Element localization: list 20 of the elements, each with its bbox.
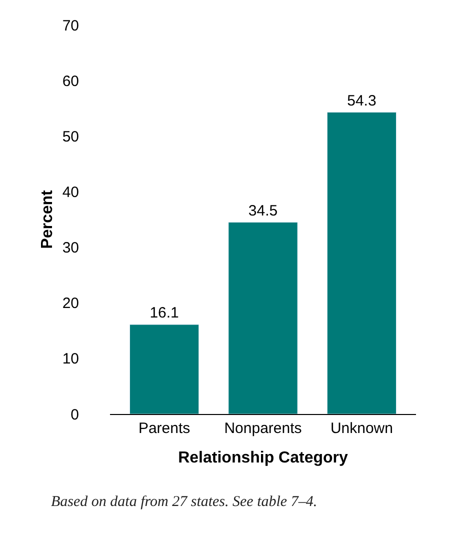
x-axis-title: Relationship Category (178, 450, 348, 467)
bar (129, 324, 200, 414)
y-tick-label: 40 (62, 184, 79, 201)
y-tick-label: 0 (70, 406, 79, 424)
y-tick-label: 30 (62, 240, 79, 257)
bar (326, 112, 397, 414)
x-tick-label: Nonparents (224, 420, 302, 437)
y-tick-label: 60 (62, 72, 79, 90)
bar (228, 222, 298, 414)
data-label: 34.5 (248, 202, 278, 220)
x-tick-label: Parents (138, 420, 190, 437)
y-tick-label: 10 (62, 350, 79, 368)
y-axis-title: Percent (39, 189, 56, 249)
y-tick-label: 50 (62, 128, 79, 146)
y-tick-label: 20 (62, 295, 79, 312)
x-tick-label: Unknown (330, 420, 393, 437)
y-tick-label: 70 (62, 17, 79, 34)
text: Based on data from 27 states. See table 7–4. (51, 494, 318, 510)
data-label: 16.1 (150, 304, 179, 322)
data-label: 54.3 (347, 92, 376, 110)
